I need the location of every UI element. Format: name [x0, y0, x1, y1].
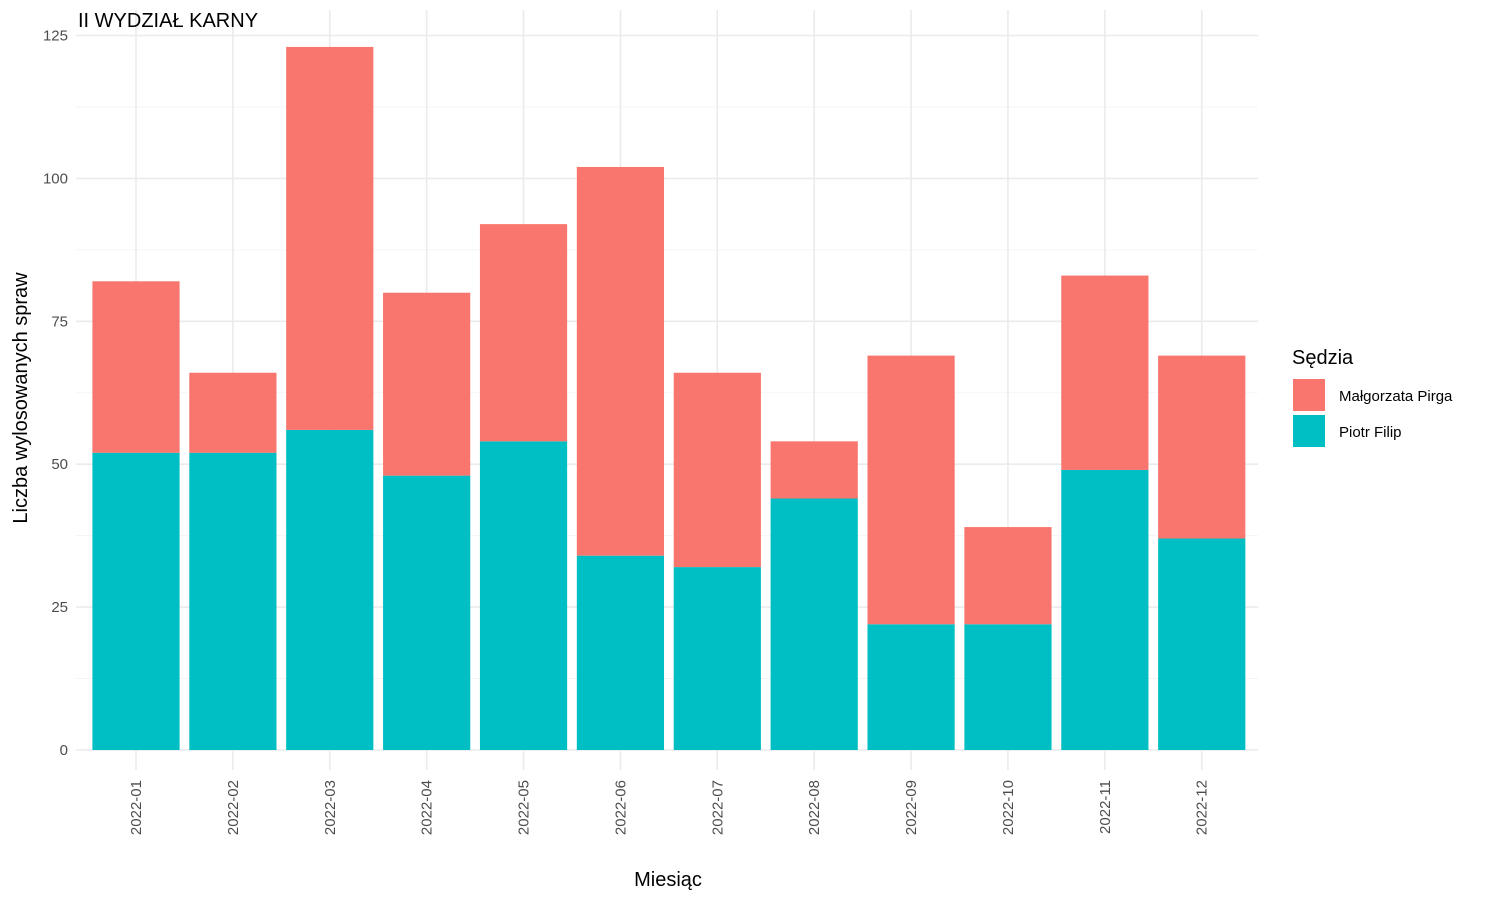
chart-title: II WYDZIAŁ KARNY: [78, 10, 258, 32]
bar-piotr-filip-2022-07: [673, 567, 761, 750]
legend-swatch: [1293, 379, 1325, 411]
bar-piotr-filip-2022-10: [964, 624, 1052, 750]
legend-label: Małgorzata Pirga: [1339, 388, 1453, 405]
bar-piotr-filip-2022-01: [92, 452, 180, 750]
legend: Sędzia Małgorzata Pirga Piotr Filip: [1292, 347, 1453, 447]
bar-malgorzata-pirga-2022-10: [964, 527, 1052, 625]
x-tick-label: 2022-07: [709, 780, 726, 835]
bar-malgorzata-pirga-2022-11: [1061, 275, 1149, 470]
legend-title: Sędzia: [1292, 347, 1354, 369]
x-tick-label: 2022-10: [1000, 780, 1017, 835]
bar-piotr-filip-2022-05: [479, 441, 568, 750]
x-tick-label: 2022-02: [225, 780, 242, 835]
bar-malgorzata-pirga-2022-06: [576, 166, 665, 556]
x-tick-label: 2022-06: [612, 780, 629, 835]
y-tick-label: 0: [60, 742, 68, 759]
bar-piotr-filip-2022-11: [1061, 469, 1149, 750]
bar-malgorzata-pirga-2022-04: [383, 292, 471, 476]
y-axis-ticks: 0 25 50 75 100 125: [43, 28, 68, 760]
x-axis-ticks: 2022-01 2022-02 2022-03 2022-04 2022-05 2022-…: [128, 780, 1211, 835]
y-tick-label: 125: [43, 28, 68, 45]
bar-malgorzata-pirga-2022-07: [673, 372, 761, 568]
bar-piotr-filip-2022-08: [770, 498, 858, 750]
bar-piotr-filip-2022-12: [1158, 538, 1246, 750]
y-tick-label: 50: [51, 456, 68, 473]
bar-malgorzata-pirga-2022-09: [867, 355, 955, 625]
y-tick-label: 25: [51, 599, 68, 616]
y-tick-label: 100: [43, 170, 68, 187]
bar-piotr-filip-2022-09: [867, 624, 955, 750]
x-tick-label: 2022-12: [1194, 780, 1211, 835]
bar-malgorzata-pirga-2022-12: [1158, 355, 1246, 539]
bar-malgorzata-pirga-2022-05: [479, 224, 568, 442]
x-axis-title: Miesiąc: [634, 869, 702, 891]
bar-piotr-filip-2022-04: [383, 475, 471, 750]
bar-malgorzata-pirga-2022-01: [92, 281, 180, 453]
y-tick-label: 75: [51, 313, 68, 330]
bar-piotr-filip-2022-03: [286, 429, 374, 750]
x-tick-label: 2022-05: [516, 780, 533, 835]
legend-label: Piotr Filip: [1339, 424, 1402, 441]
x-tick-label: 2022-11: [1097, 780, 1114, 834]
legend-swatch: [1293, 415, 1325, 447]
bar-malgorzata-pirga-2022-03: [286, 46, 374, 430]
x-tick-label: 2022-09: [903, 780, 920, 835]
x-tick-label: 2022-01: [128, 780, 145, 835]
bar-malgorzata-pirga-2022-08: [770, 441, 858, 499]
bar-piotr-filip-2022-02: [189, 452, 277, 750]
x-tick-label: 2022-08: [806, 780, 823, 835]
x-tick-label: 2022-03: [322, 780, 339, 835]
x-tick-label: 2022-04: [419, 780, 436, 835]
bar-piotr-filip-2022-06: [576, 555, 665, 750]
y-axis-title: Liczba wylosowanych spraw: [10, 272, 32, 524]
bars: [92, 46, 1246, 750]
bar-malgorzata-pirga-2022-02: [189, 372, 277, 453]
